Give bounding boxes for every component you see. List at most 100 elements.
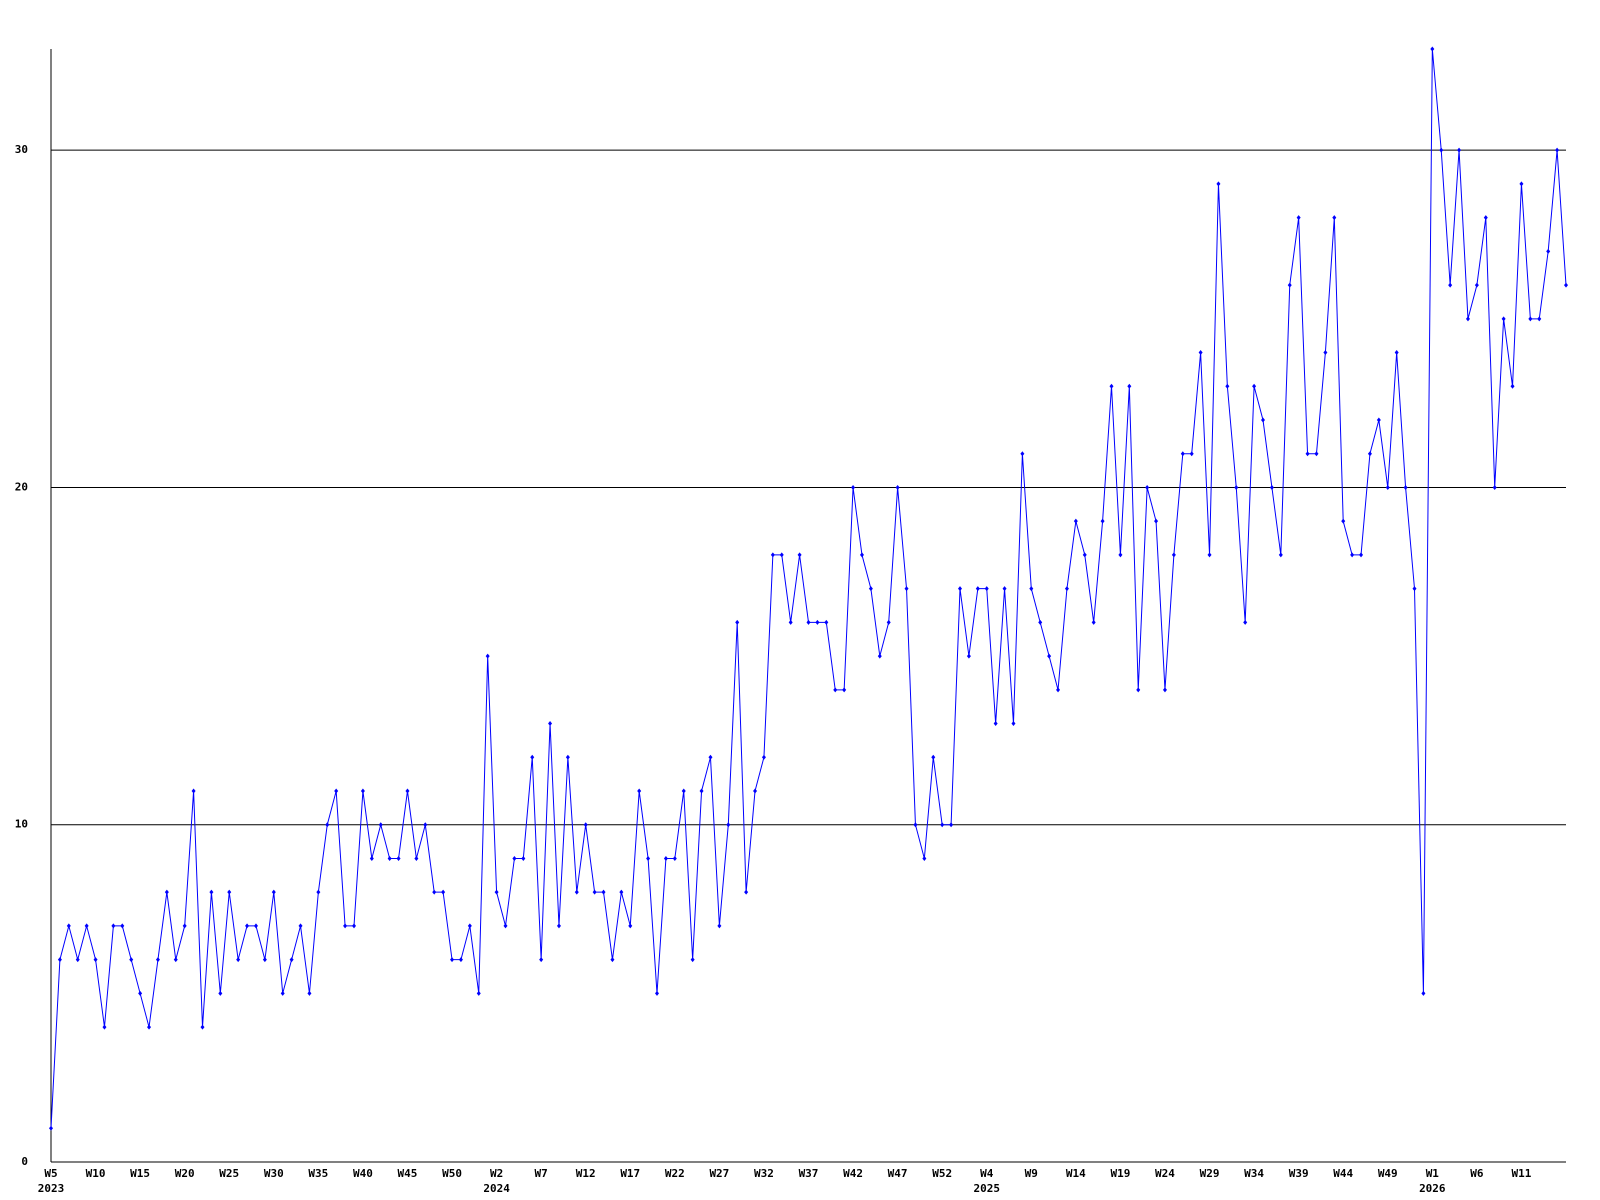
data-point xyxy=(1546,248,1551,254)
data-point xyxy=(1385,484,1390,490)
data-point xyxy=(824,619,829,625)
data-point xyxy=(458,957,463,963)
data-point xyxy=(646,855,651,861)
data-point xyxy=(583,822,588,828)
data-point xyxy=(316,889,321,895)
data-point xyxy=(913,822,918,828)
data-point xyxy=(1118,552,1123,558)
x-tick-label: W49 xyxy=(1378,1167,1398,1180)
x-tick-label: W2 xyxy=(490,1167,503,1180)
data-point xyxy=(512,855,517,861)
data-point xyxy=(735,619,740,625)
data-point xyxy=(360,788,365,794)
data-point xyxy=(503,923,508,929)
data-point xyxy=(467,923,472,929)
data-point xyxy=(958,586,962,592)
data-point xyxy=(726,822,731,828)
data-point xyxy=(1323,350,1328,356)
data-point xyxy=(1341,518,1346,524)
data-point xyxy=(280,990,285,996)
data-point xyxy=(806,619,811,625)
data-point xyxy=(423,822,428,828)
x-tick-label: W42 xyxy=(843,1167,863,1180)
x-tick-label: W29 xyxy=(1200,1167,1220,1180)
data-point xyxy=(1127,383,1132,389)
data-point xyxy=(966,653,971,659)
data-point xyxy=(1243,619,1248,625)
data-point xyxy=(432,889,437,895)
x-tick-label: W20 xyxy=(175,1167,195,1180)
data-point xyxy=(1483,215,1488,221)
data-point xyxy=(1029,586,1034,592)
data-point xyxy=(129,957,134,963)
data-point xyxy=(396,855,401,861)
x-year-label: 2025 xyxy=(973,1182,1000,1195)
x-tick-label: W22 xyxy=(665,1167,685,1180)
data-point xyxy=(1145,484,1150,490)
x-tick-label: W10 xyxy=(86,1167,106,1180)
data-point xyxy=(975,586,980,592)
data-point xyxy=(788,619,793,625)
y-tick-label: 10 xyxy=(15,818,28,831)
data-point xyxy=(1252,383,1257,389)
data-point xyxy=(75,957,80,963)
data-point xyxy=(1234,484,1239,490)
data-point xyxy=(708,754,713,760)
x-tick-label: W4 xyxy=(980,1167,994,1180)
data-point xyxy=(663,855,668,861)
x-tick-label: W40 xyxy=(353,1167,373,1180)
x-tick-label: W32 xyxy=(754,1167,774,1180)
data-point xyxy=(1430,46,1435,52)
data-point xyxy=(164,889,169,895)
data-point xyxy=(833,687,838,693)
data-point xyxy=(298,923,303,929)
data-point xyxy=(1198,350,1203,356)
data-point xyxy=(334,788,339,794)
data-point xyxy=(1492,484,1497,490)
data-point xyxy=(1314,451,1319,457)
data-point xyxy=(1305,451,1310,457)
data-point xyxy=(761,754,766,760)
data-point xyxy=(1136,687,1141,693)
data-point xyxy=(1047,653,1052,659)
data-point xyxy=(369,855,374,861)
x-tick-label: W17 xyxy=(620,1167,640,1180)
x-tick-label: W9 xyxy=(1025,1167,1038,1180)
x-tick-label: W30 xyxy=(264,1167,284,1180)
data-point xyxy=(147,1024,152,1030)
data-point xyxy=(93,957,98,963)
x-tick-label: W44 xyxy=(1333,1167,1353,1180)
x-tick-label: W45 xyxy=(398,1167,418,1180)
data-point xyxy=(191,788,196,794)
data-point xyxy=(1350,552,1355,558)
data-point xyxy=(1501,316,1506,322)
data-point xyxy=(1109,383,1114,389)
data-point xyxy=(619,889,624,895)
y-tick-label: 0 xyxy=(21,1155,28,1168)
data-point xyxy=(102,1024,107,1030)
x-tick-label: W50 xyxy=(442,1167,462,1180)
data-point xyxy=(655,990,659,996)
data-point xyxy=(343,923,348,929)
x-tick-label: W14 xyxy=(1066,1167,1086,1180)
data-point xyxy=(940,822,945,828)
data-point xyxy=(155,957,160,963)
data-point xyxy=(1269,484,1274,490)
data-point xyxy=(610,957,615,963)
data-point xyxy=(984,586,989,592)
data-point xyxy=(886,619,891,625)
data-point xyxy=(1457,147,1462,153)
data-point xyxy=(815,619,820,625)
data-point xyxy=(1448,282,1453,288)
x-tick-label: W5 xyxy=(44,1167,57,1180)
x-tick-label: W39 xyxy=(1289,1167,1309,1180)
x-tick-label: W6 xyxy=(1470,1167,1484,1180)
data-point xyxy=(1528,316,1533,322)
data-point xyxy=(476,990,481,996)
data-point xyxy=(1412,586,1417,592)
data-point xyxy=(521,855,526,861)
data-point xyxy=(49,1125,53,1131)
data-point xyxy=(1064,586,1069,592)
data-point xyxy=(1038,619,1043,625)
